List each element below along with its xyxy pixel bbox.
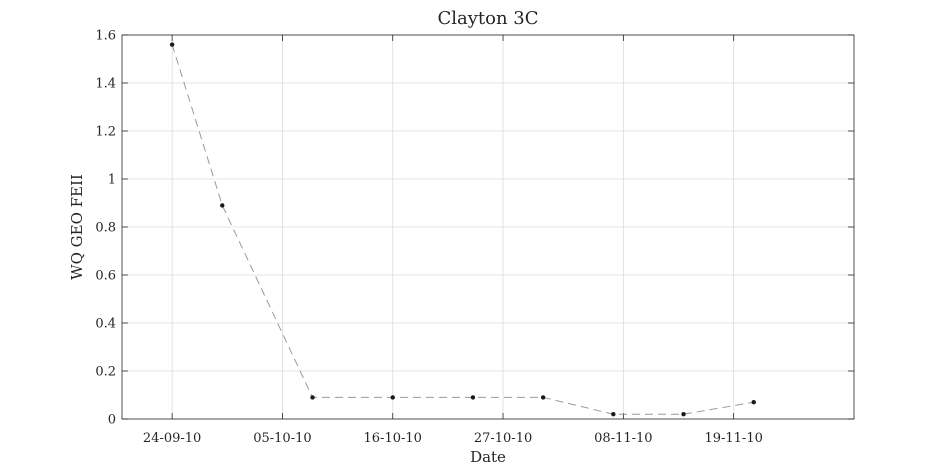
y-tick-label: 1.6 <box>95 29 116 44</box>
x-tick-label: 24-09-10 <box>143 431 201 446</box>
y-tick-label: 0.2 <box>95 365 116 380</box>
plot-frame <box>121 34 855 420</box>
data-point <box>310 395 315 400</box>
data-point <box>751 400 756 405</box>
data-point <box>611 412 616 417</box>
series-line <box>171 44 754 415</box>
data-point <box>220 203 225 208</box>
y-tick-labels: 0 0.2 0.4 0.6 0.8 1 1.2 1.4 1.6 <box>95 29 116 428</box>
y-axis-title: WQ GEO FEII <box>68 174 86 280</box>
y-tick-label: 0.8 <box>95 221 116 236</box>
x-axis-title: Date <box>470 448 506 466</box>
x-tick-labels: 24-09-10 05-10-10 16-10-10 27-10-10 08-11-10… <box>143 431 763 446</box>
y-tick-label: 0 <box>108 413 116 428</box>
x-tick-label: 05-10-10 <box>253 431 311 446</box>
chart-title: Clayton 3C <box>437 8 538 29</box>
y-tick-label: 0.6 <box>95 269 116 284</box>
y-tick-label: 1 <box>108 173 116 188</box>
data-point <box>169 42 175 47</box>
data-point <box>681 412 686 417</box>
x-tick-label: 08-11-10 <box>594 431 652 446</box>
y-tick-label: 1.4 <box>95 77 116 92</box>
y-tick-label: 0.4 <box>95 317 116 332</box>
series-group <box>169 42 756 417</box>
axis-ticks <box>122 34 854 420</box>
x-tick-label: 27-10-10 <box>474 431 532 446</box>
x-tick-label: 19-11-10 <box>704 431 762 446</box>
x-tick-label: 16-10-10 <box>364 431 422 446</box>
data-point <box>390 395 395 400</box>
y-tick-label: 1.2 <box>95 125 116 140</box>
data-point <box>470 395 476 400</box>
data-point <box>540 395 546 400</box>
